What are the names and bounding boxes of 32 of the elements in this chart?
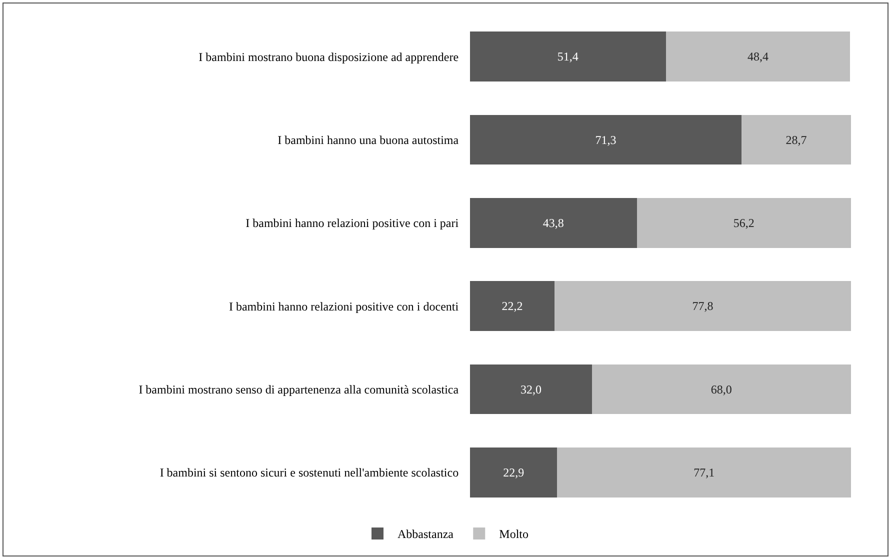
- y-tick-label: I bambini mostrano senso di appartenenza alla comunità scolastica: [138, 382, 460, 396]
- bar: [470, 281, 555, 332]
- y-tick-label: I bambini hanno una buona autostima: [278, 132, 460, 147]
- data-label: 68,0: [710, 382, 732, 396]
- bar: [557, 447, 851, 498]
- data-label: 77,1: [694, 465, 715, 480]
- data-label: 77,8: [692, 299, 714, 314]
- data-label: 71,3: [595, 132, 616, 147]
- y-tick-label: I bambini mostrano buona disposizione ad apprendere: [198, 50, 459, 64]
- y-tick-label: I bambini hanno relazioni positive con i pari: [246, 216, 460, 230]
- data-label: 32,0: [520, 382, 542, 396]
- data-label: 22,9: [503, 465, 524, 480]
- data-label: 51,4: [557, 50, 578, 64]
- bar: [470, 32, 666, 82]
- data-label: 43,8: [542, 216, 564, 230]
- bar: [666, 32, 850, 82]
- legend-label: Abbastanza: [398, 527, 454, 542]
- bar: [554, 281, 851, 332]
- y-tick-label: I bambini si sentono sicuri e sostenuti nell'ambiente scolastico: [160, 466, 459, 480]
- bar: [470, 364, 592, 414]
- bar: [470, 447, 558, 498]
- bar: [592, 364, 851, 414]
- bar: [636, 198, 851, 248]
- data-label: 22,2: [502, 299, 523, 314]
- y-tick-label: I bambini hanno relazioni positive con i docenti: [228, 299, 460, 314]
- bar: [470, 198, 637, 248]
- data-label: 56,2: [733, 216, 754, 230]
- data-label: 28,7: [786, 132, 807, 147]
- bar: [470, 114, 742, 165]
- legend-label: Molto: [499, 527, 528, 542]
- bar: [742, 114, 851, 165]
- data-label: 48,4: [748, 50, 768, 64]
